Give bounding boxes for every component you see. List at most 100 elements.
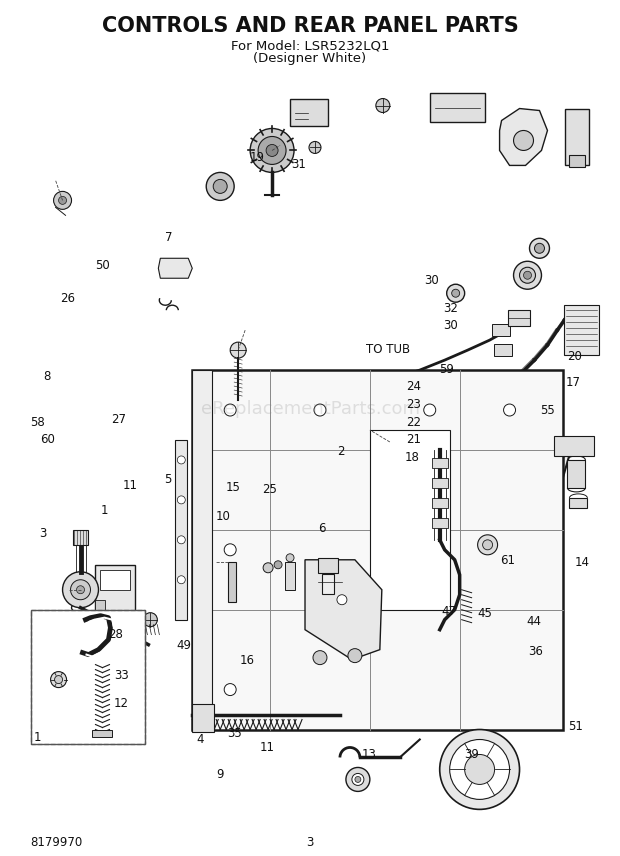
Bar [30, 609, 145, 745]
Circle shape [452, 289, 459, 297]
Circle shape [51, 672, 66, 687]
Bar [285, 562, 295, 590]
Circle shape [177, 456, 185, 464]
Circle shape [71, 580, 91, 600]
Text: eReplacementParts.com: eReplacementParts.com [200, 401, 420, 419]
Text: 25: 25 [262, 483, 277, 496]
Text: 26: 26 [60, 292, 75, 305]
Bar [569, 156, 585, 168]
Bar [228, 562, 236, 602]
Text: For Model: LSR5232LQ1: For Model: LSR5232LQ1 [231, 39, 389, 52]
Text: 11: 11 [123, 479, 138, 491]
Bar [192, 370, 212, 729]
Text: 22: 22 [407, 416, 422, 430]
Text: 1: 1 [101, 504, 108, 517]
Text: 50: 50 [95, 259, 110, 272]
Circle shape [313, 651, 327, 664]
Text: 17: 17 [565, 376, 580, 389]
Circle shape [230, 342, 246, 358]
Bar [370, 556, 380, 562]
Text: 55: 55 [540, 404, 555, 418]
Circle shape [302, 676, 314, 688]
Circle shape [390, 510, 410, 530]
Circle shape [224, 404, 236, 416]
Circle shape [249, 540, 267, 558]
Circle shape [224, 684, 236, 696]
Text: 35: 35 [227, 728, 242, 740]
Polygon shape [305, 560, 382, 660]
Bar [567, 460, 585, 488]
Circle shape [206, 172, 234, 200]
Text: 19: 19 [250, 151, 265, 163]
Bar [395, 445, 405, 451]
Bar [390, 442, 430, 464]
Text: 10: 10 [216, 509, 231, 522]
Bar [100, 570, 130, 590]
Circle shape [355, 776, 361, 782]
Text: 36: 36 [528, 645, 543, 658]
Circle shape [240, 531, 276, 567]
Circle shape [477, 535, 498, 555]
Circle shape [520, 267, 536, 283]
Circle shape [337, 595, 347, 604]
Circle shape [258, 136, 286, 164]
Polygon shape [500, 109, 547, 165]
Circle shape [446, 284, 464, 302]
Bar [432, 518, 448, 528]
Polygon shape [192, 370, 564, 729]
Circle shape [513, 130, 533, 151]
Text: 15: 15 [225, 481, 240, 494]
Bar [175, 440, 187, 620]
Circle shape [76, 586, 84, 594]
Bar [330, 556, 340, 562]
Bar [508, 310, 529, 326]
Circle shape [348, 649, 362, 663]
Circle shape [376, 98, 390, 112]
Text: 47: 47 [441, 605, 456, 618]
Bar [30, 609, 145, 745]
Bar [95, 565, 135, 616]
Bar [492, 324, 510, 336]
Circle shape [336, 679, 348, 691]
Bar [92, 729, 112, 738]
Bar [569, 498, 587, 508]
Text: 9: 9 [216, 768, 224, 781]
Circle shape [352, 774, 364, 786]
Circle shape [177, 496, 185, 504]
Text: 30: 30 [444, 319, 458, 332]
Bar [95, 600, 105, 609]
Bar [290, 556, 300, 562]
Text: 45: 45 [477, 607, 492, 620]
Text: 39: 39 [464, 748, 479, 761]
Text: TO TUB: TO TUB [366, 343, 410, 356]
Text: 1: 1 [34, 731, 42, 744]
Text: (Designer White): (Designer White) [254, 52, 366, 65]
Circle shape [513, 261, 541, 289]
Bar [492, 384, 510, 396]
Circle shape [450, 740, 510, 800]
Bar [73, 530, 89, 544]
Text: 59: 59 [439, 364, 454, 377]
Bar [432, 458, 448, 468]
Bar [370, 430, 450, 609]
Text: 60: 60 [40, 433, 55, 447]
Circle shape [346, 768, 370, 792]
Circle shape [69, 658, 87, 676]
Circle shape [534, 243, 544, 253]
Circle shape [464, 754, 495, 784]
Text: 24: 24 [407, 380, 422, 394]
Text: 8179970: 8179970 [30, 835, 83, 849]
Circle shape [529, 238, 549, 259]
Text: 3: 3 [39, 526, 46, 539]
Circle shape [440, 729, 520, 810]
Circle shape [224, 544, 236, 556]
Bar [564, 306, 600, 355]
Circle shape [490, 486, 518, 514]
Bar [415, 445, 425, 451]
Text: 5: 5 [164, 473, 171, 485]
Circle shape [213, 180, 227, 193]
Text: 8: 8 [43, 371, 51, 383]
Text: 31: 31 [291, 158, 306, 171]
Text: 12: 12 [114, 697, 129, 710]
Text: 7: 7 [165, 231, 173, 244]
